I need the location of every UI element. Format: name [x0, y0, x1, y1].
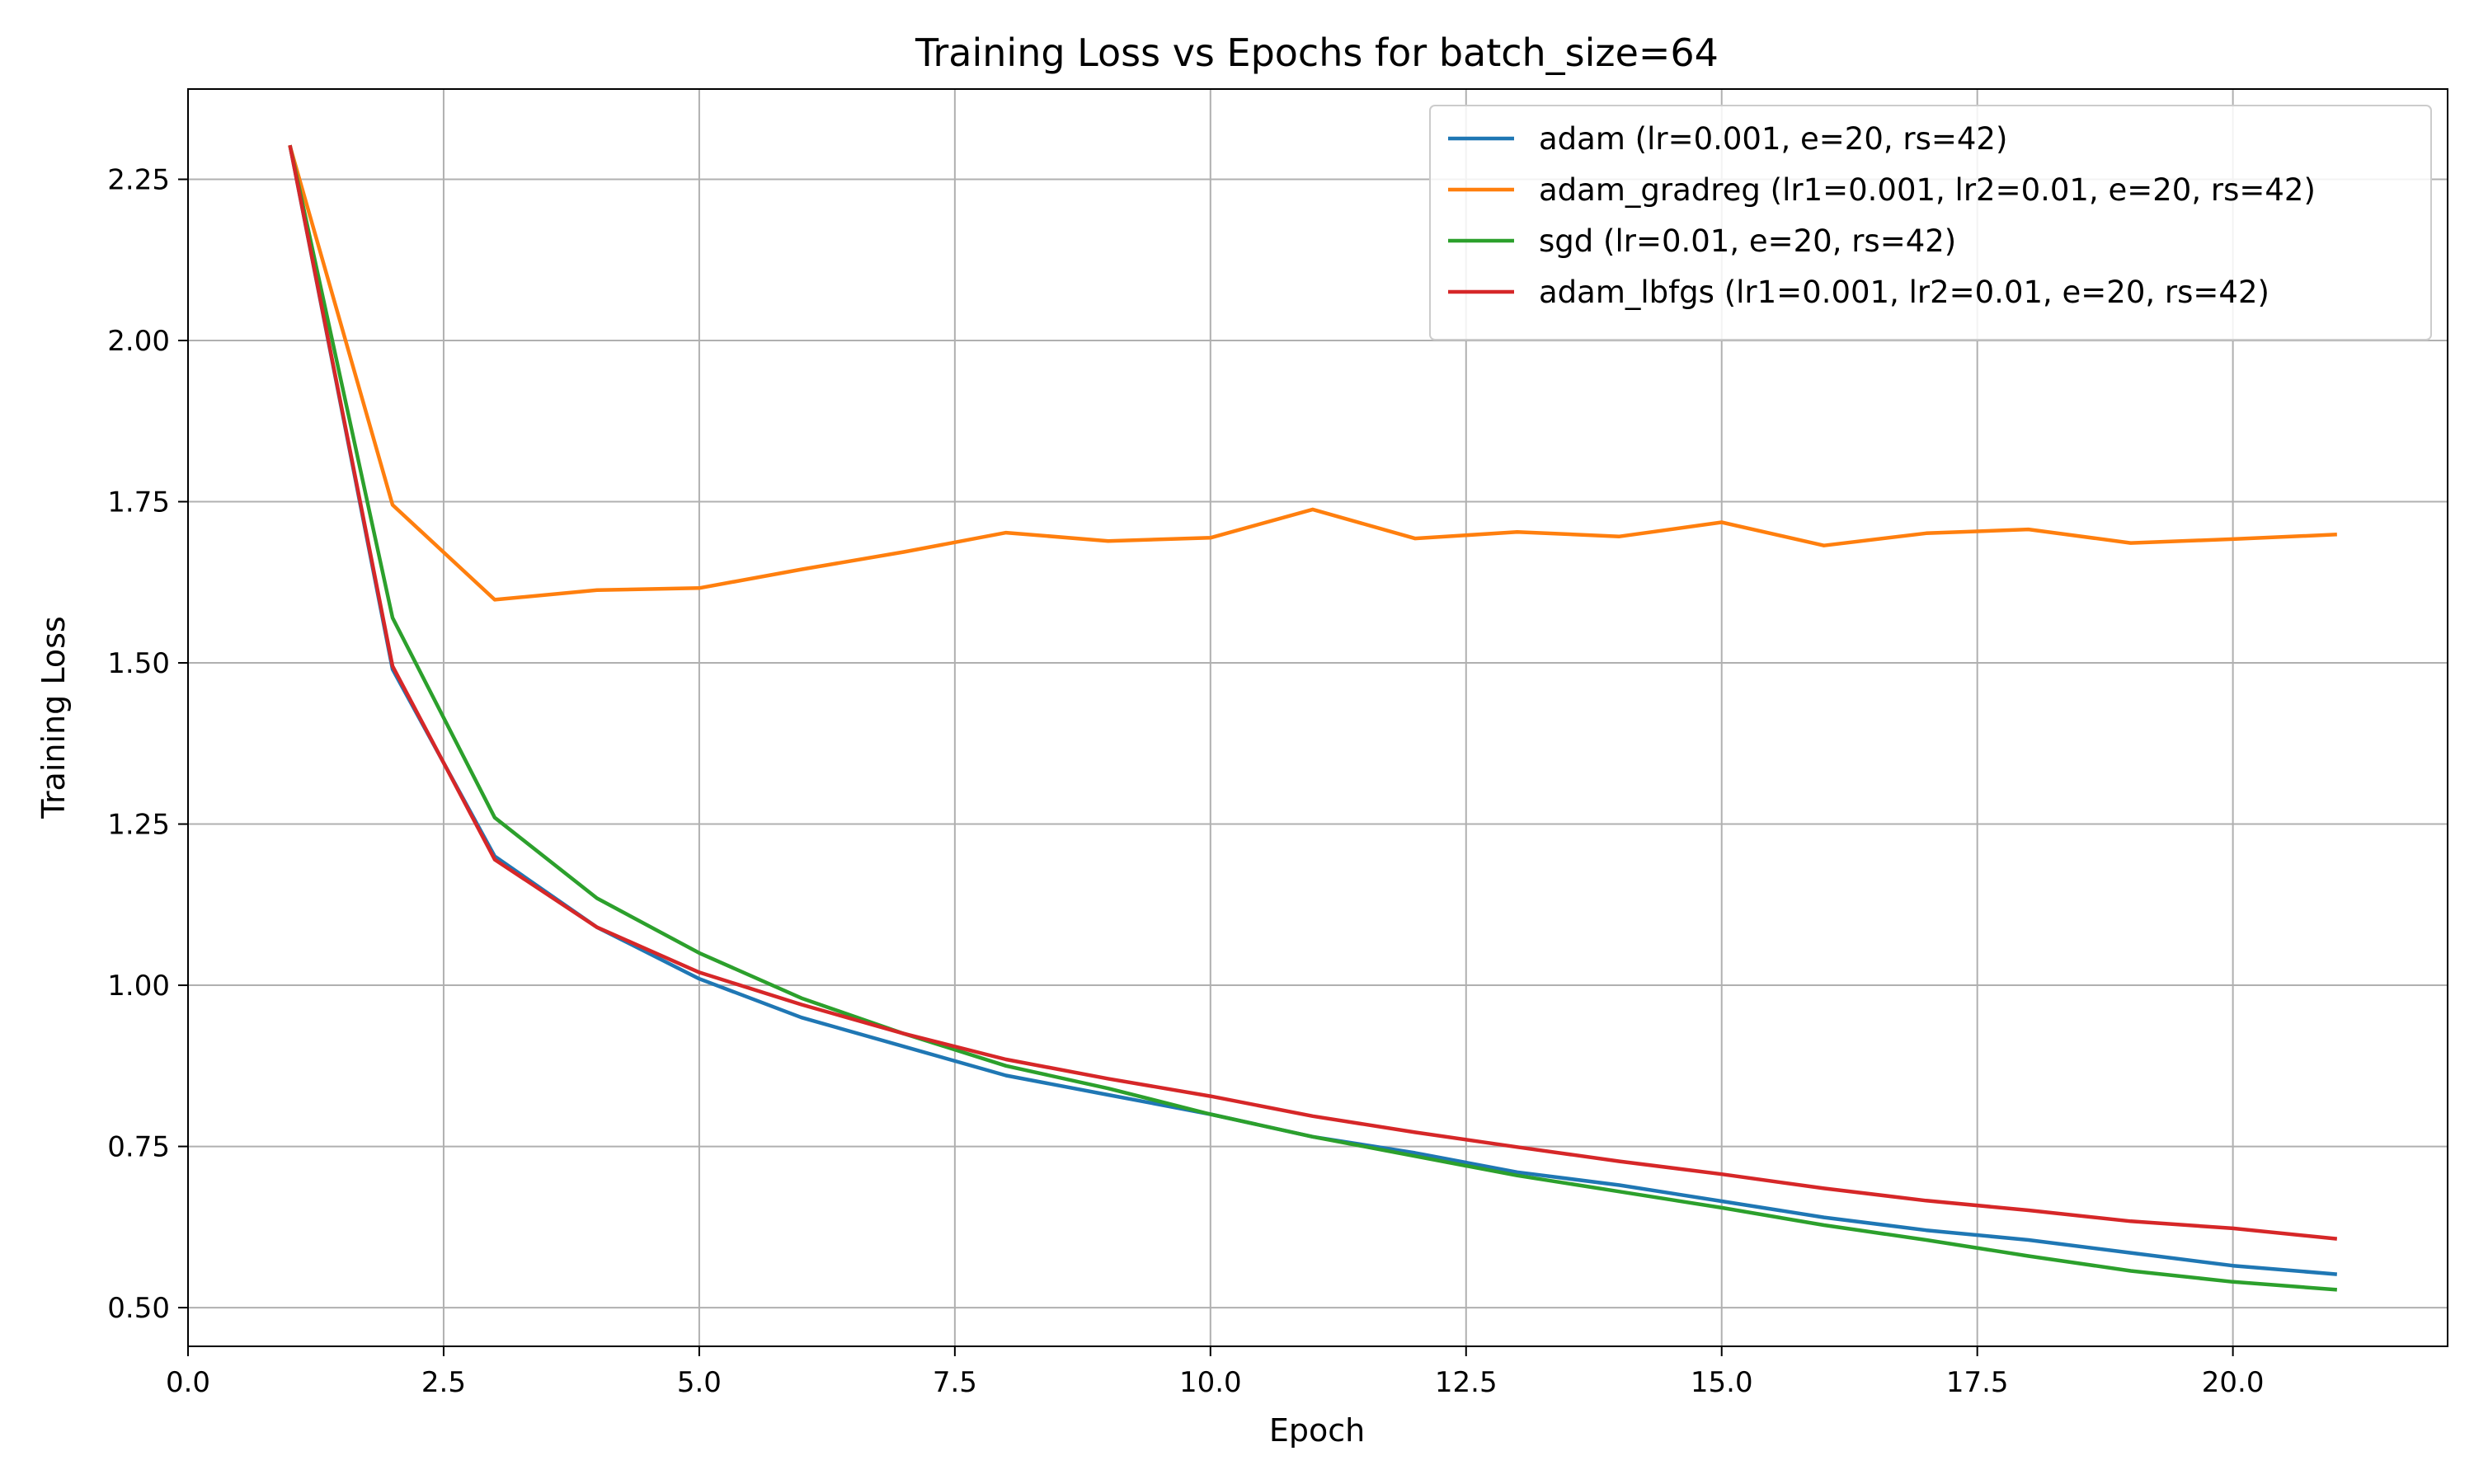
series-line-2 [288, 144, 2337, 602]
legend-entry: adam (lr=0.001, e=20, rs=42) [1539, 121, 2007, 157]
y-axis-label: Training Loss [35, 616, 72, 819]
y-tick-label: 1.25 [107, 809, 170, 842]
axis-ticks: 0.0 2.5 5.0 7.5 10.0 12.5 15.0 17.5 20.0 0.50 0.75… [107, 163, 2264, 1399]
x-tick-label: 10.0 [1179, 1366, 1242, 1399]
legend-box [1429, 105, 2432, 340]
x-tick-label: 0.0 [166, 1366, 210, 1399]
y-tick-label: 0.50 [107, 1292, 170, 1325]
legend-entry: sgd (lr=0.01, e=20, rs=42) [1539, 223, 1956, 259]
x-tick-label: 5.0 [677, 1366, 722, 1399]
x-tick-label: 17.5 [1946, 1366, 2009, 1399]
y-tick-label: 1.50 [107, 647, 170, 680]
x-tick-label: 20.0 [2202, 1366, 2265, 1399]
chart-title: Training Loss vs Epochs for batch_size=6… [915, 31, 1719, 75]
y-tick-label: 2.00 [107, 325, 170, 358]
y-tick-label: 1.75 [107, 486, 170, 519]
x-axis-label: Epoch [1269, 1412, 1365, 1449]
plot-lines [288, 144, 2338, 1292]
x-tick-label: 12.5 [1435, 1366, 1498, 1399]
legend-entry: adam_gradreg (lr1=0.001, lr2=0.01, e=20,… [1539, 172, 2316, 208]
plot-frame [187, 88, 2448, 1347]
y-tick-label: 2.25 [107, 163, 170, 196]
legend: adam (lr=0.001, e=20, rs=42) adam_gradreg… [1429, 105, 2432, 340]
x-tick-label: 15.0 [1691, 1366, 1753, 1399]
x-tick-label: 7.5 [933, 1366, 977, 1399]
x-tick-label: 2.5 [421, 1366, 466, 1399]
series-line-4 [288, 144, 2338, 1241]
y-tick-label: 1.00 [107, 970, 170, 1003]
legend-entry: adam_lbfgs (lr1=0.001, lr2=0.01, e=20, r… [1539, 275, 2269, 310]
series-line-3 [288, 144, 2338, 1292]
y-tick-label: 0.75 [107, 1131, 170, 1164]
